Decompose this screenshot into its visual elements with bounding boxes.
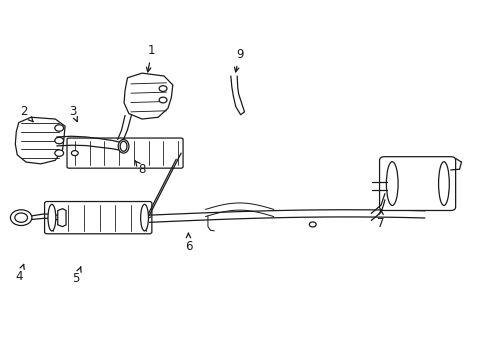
FancyBboxPatch shape <box>67 138 183 168</box>
Circle shape <box>55 137 63 144</box>
FancyBboxPatch shape <box>379 157 455 211</box>
Text: 5: 5 <box>72 267 81 285</box>
Ellipse shape <box>386 162 397 206</box>
Ellipse shape <box>141 204 148 231</box>
Polygon shape <box>15 117 65 164</box>
Text: 4: 4 <box>16 264 24 283</box>
Circle shape <box>71 150 78 156</box>
Circle shape <box>159 86 166 91</box>
Circle shape <box>159 97 166 103</box>
Text: 1: 1 <box>146 44 155 72</box>
Circle shape <box>10 210 32 226</box>
Text: 8: 8 <box>135 161 145 176</box>
FancyBboxPatch shape <box>44 202 152 234</box>
Text: 6: 6 <box>184 233 192 253</box>
Text: 7: 7 <box>377 210 384 230</box>
Text: 3: 3 <box>69 105 77 122</box>
Circle shape <box>15 213 27 222</box>
Ellipse shape <box>120 141 127 151</box>
Circle shape <box>309 222 316 227</box>
Ellipse shape <box>438 162 448 206</box>
Ellipse shape <box>118 139 129 153</box>
Ellipse shape <box>48 204 56 231</box>
Polygon shape <box>58 209 66 226</box>
Circle shape <box>55 150 63 156</box>
Polygon shape <box>124 73 172 119</box>
Text: 9: 9 <box>234 48 243 72</box>
Circle shape <box>55 125 63 131</box>
Text: 2: 2 <box>20 105 33 122</box>
